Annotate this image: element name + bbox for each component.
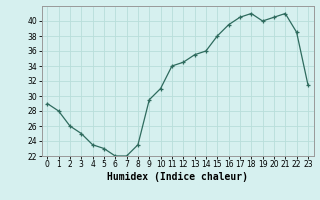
X-axis label: Humidex (Indice chaleur): Humidex (Indice chaleur) (107, 172, 248, 182)
